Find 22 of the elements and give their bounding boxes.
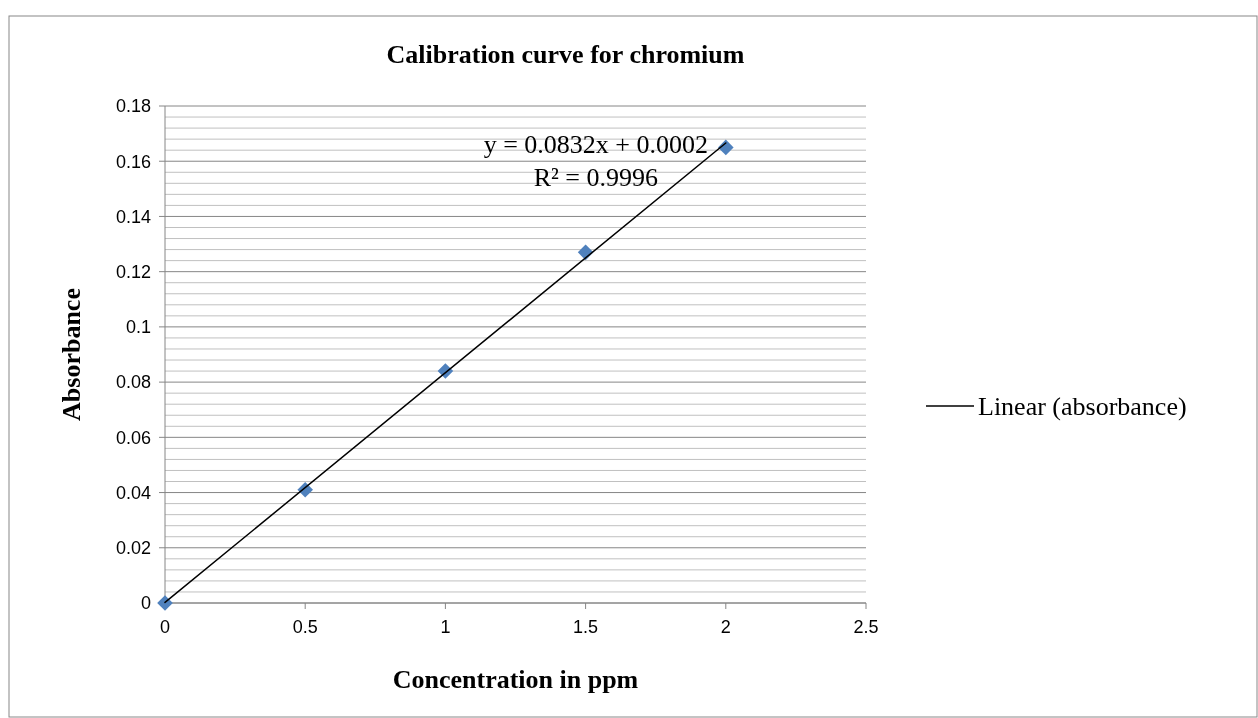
y-tick-label: 0.16: [115, 151, 151, 172]
y-axis-title: Absorbance: [57, 288, 86, 421]
y-tick-label: 0.12: [115, 261, 151, 282]
y-tick-label: 0.02: [115, 538, 151, 559]
y-tick-label: 0.1: [125, 317, 151, 338]
annotation: y = 0.0832x + 0.0002: [483, 130, 708, 159]
y-tick-label: 0.04: [115, 482, 151, 503]
x-tick-label: 0.5: [292, 617, 318, 637]
annotation: R² = 0.9996: [533, 163, 658, 192]
x-tick-label: 1.5: [573, 617, 599, 637]
y-tick-label: 0.06: [115, 427, 151, 448]
y-tick-label: 0: [140, 593, 151, 614]
y-tick-label: 0.08: [115, 372, 151, 393]
x-tick-label: 2.5: [853, 617, 879, 637]
chart-title: Calibration curve for chromium: [386, 40, 745, 69]
x-axis-title: Concentration in ppm: [392, 665, 639, 694]
y-tick-label: 0.18: [115, 96, 151, 117]
y-tick-label: 0.14: [115, 206, 151, 227]
legend-label: Linear (absorbance): [978, 392, 1187, 422]
x-tick-label: 1: [440, 617, 451, 637]
x-tick-label: 2: [720, 617, 731, 637]
x-tick-label: 0: [159, 617, 171, 637]
